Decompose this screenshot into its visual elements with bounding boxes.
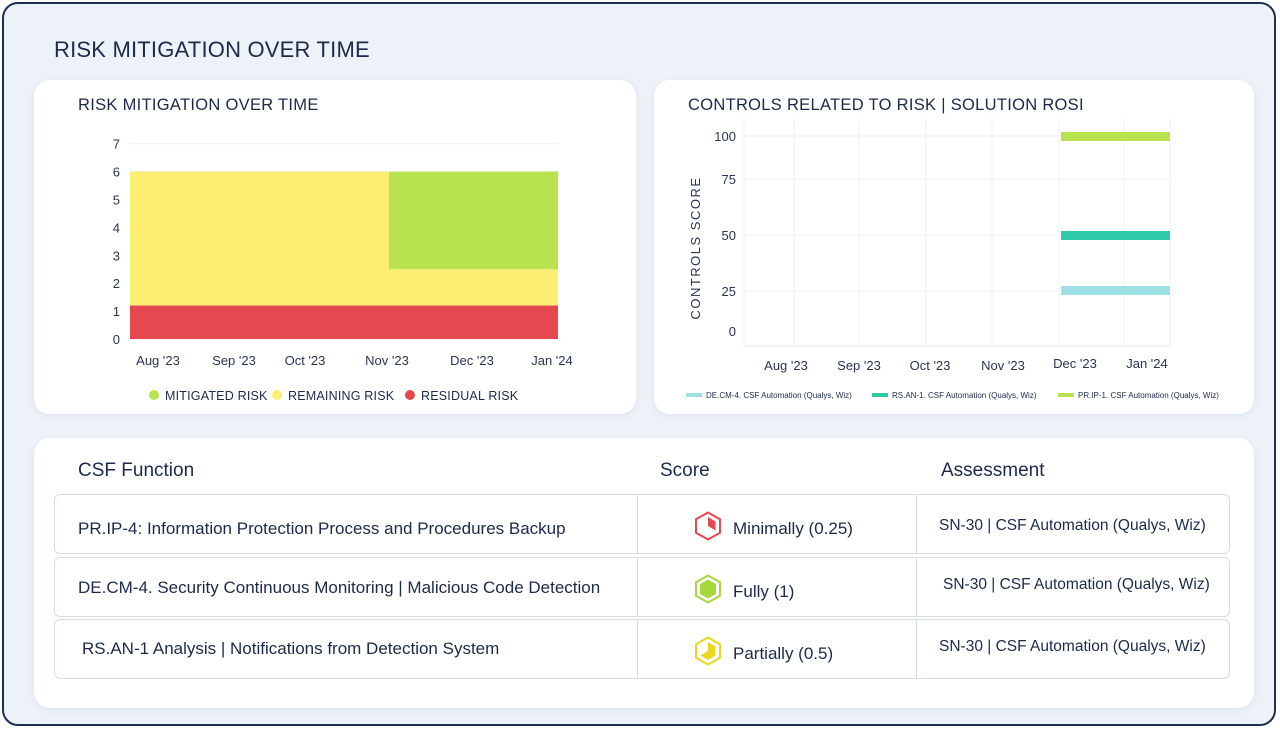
y-tick-label: 0	[113, 332, 120, 347]
x-tick-label: Aug '23	[764, 358, 808, 373]
legend-label: MITIGATED RISK	[165, 389, 268, 403]
cell-divider	[916, 620, 917, 678]
series-segment	[1061, 132, 1170, 141]
x-tick-label: Oct '23	[285, 353, 326, 368]
x-tick-label: Aug '23	[136, 353, 180, 368]
x-tick-label: Jan '24	[531, 353, 573, 368]
score-label: Minimally (0.25)	[733, 518, 853, 538]
x-tick-label: Nov '23	[981, 358, 1025, 373]
legend-label: REMAINING RISK	[288, 389, 395, 403]
legend-label: RS.AN-1. CSF Automation (Qualys, Wiz)	[892, 391, 1037, 400]
legend-dot	[405, 390, 415, 400]
risk-mitigation-chart: 0 1 2 3 4 5 6 7 Aug '23 Sep '23 Oct '23 Nov '23 Dec …	[113, 137, 573, 403]
legend-swatch	[1058, 393, 1074, 397]
residual-risk-area	[130, 305, 558, 339]
y-tick-label: 25	[722, 284, 736, 299]
remaining-risk-area	[389, 269, 558, 306]
remaining-risk-area	[130, 171, 389, 306]
table-row[interactable]: PR.IP-4: Information Protection Process …	[54, 494, 1230, 554]
x-tick-label: Sep '23	[837, 358, 881, 373]
csf-table-card: CSF Function Score Assessment PR.IP-4: I…	[34, 438, 1254, 708]
legend-label: RESIDUAL RISK	[421, 389, 519, 403]
header-assessment: Assessment	[941, 460, 1045, 481]
cell-divider	[637, 620, 638, 678]
legend-swatch	[686, 393, 702, 397]
legend-swatch	[872, 393, 888, 397]
y-tick-label: 6	[113, 165, 120, 180]
page-title: RISK MITIGATION OVER TIME	[54, 37, 370, 62]
hexagon-full-icon	[693, 574, 723, 609]
row-function: RS.AN-1 Analysis | Notifications from De…	[82, 639, 500, 658]
series-segment	[1061, 231, 1170, 240]
y-tick-label: 2	[113, 276, 120, 291]
y-tick-label: 7	[113, 137, 120, 152]
controls-card: CONTROLS RELATED TO RISK | SOLUTION ROSI…	[654, 80, 1254, 414]
legend-dot	[272, 390, 282, 400]
table-row[interactable]: DE.CM-4. Security Continuous Monitoring …	[54, 557, 1230, 617]
y-tick-label: 75	[722, 172, 736, 187]
score-label: Partially (0.5)	[733, 643, 834, 663]
y-tick-label: 1	[113, 304, 120, 319]
row-score: Fully (1)	[693, 574, 794, 609]
mitigated-risk-area	[389, 171, 558, 270]
header-csf-function: CSF Function	[78, 460, 195, 481]
series-segment	[1061, 286, 1170, 295]
x-tick-label: Oct '23	[910, 358, 951, 373]
risk-mitigation-title: RISK MITIGATION OVER TIME	[78, 96, 319, 114]
y-tick-label: 4	[113, 220, 120, 235]
row-score: Partially (0.5)	[693, 636, 833, 671]
controls-chart: 0 25 50 75 100 CONTROLS SCORE Aug '23 Sep '23 Oc…	[686, 118, 1219, 400]
row-function: PR.IP-4: Information Protection Process …	[78, 519, 566, 538]
legend-label: DE.CM-4. CSF Automation (Qualys, Wiz)	[706, 391, 852, 400]
row-assessment: SN-30 | CSF Automation (Qualys, Wiz)	[939, 638, 1206, 655]
y-tick-label: 0	[729, 324, 736, 339]
legend-dot	[149, 390, 159, 400]
y-axis-label: CONTROLS SCORE	[688, 176, 703, 319]
row-function: DE.CM-4. Security Continuous Monitoring …	[78, 578, 601, 597]
controls-title: CONTROLS RELATED TO RISK | SOLUTION ROSI	[688, 96, 1084, 114]
cell-divider	[637, 558, 638, 616]
header-score: Score	[660, 460, 710, 481]
table-row[interactable]: RS.AN-1 Analysis | Notifications from De…	[54, 619, 1230, 679]
x-tick-label: Nov '23	[365, 353, 409, 368]
cell-divider	[637, 495, 638, 553]
x-tick-label: Dec '23	[450, 353, 494, 368]
row-score: Minimally (0.25)	[693, 511, 853, 546]
cell-divider	[916, 558, 917, 616]
x-tick-label: Jan '24	[1126, 356, 1168, 371]
x-tick-label: Sep '23	[212, 353, 256, 368]
row-assessment: SN-30 | CSF Automation (Qualys, Wiz)	[943, 576, 1210, 593]
y-tick-label: 50	[722, 228, 736, 243]
legend-label: PR.IP-1. CSF Automation (Qualys, Wiz)	[1078, 391, 1219, 400]
x-tick-label: Dec '23	[1053, 356, 1097, 371]
y-tick-label: 100	[714, 129, 736, 144]
score-label: Fully (1)	[733, 581, 795, 601]
hexagon-quarter-icon	[693, 511, 723, 546]
risk-mitigation-card: RISK MITIGATION OVER TIME 0 1 2 3 4 5 6 7 Aug '2…	[34, 80, 636, 414]
hexagon-half-icon	[693, 636, 723, 671]
row-assessment: SN-30 | CSF Automation (Qualys, Wiz)	[939, 517, 1206, 534]
y-tick-label: 5	[113, 193, 120, 208]
y-tick-label: 3	[113, 248, 120, 263]
cell-divider	[916, 495, 917, 553]
